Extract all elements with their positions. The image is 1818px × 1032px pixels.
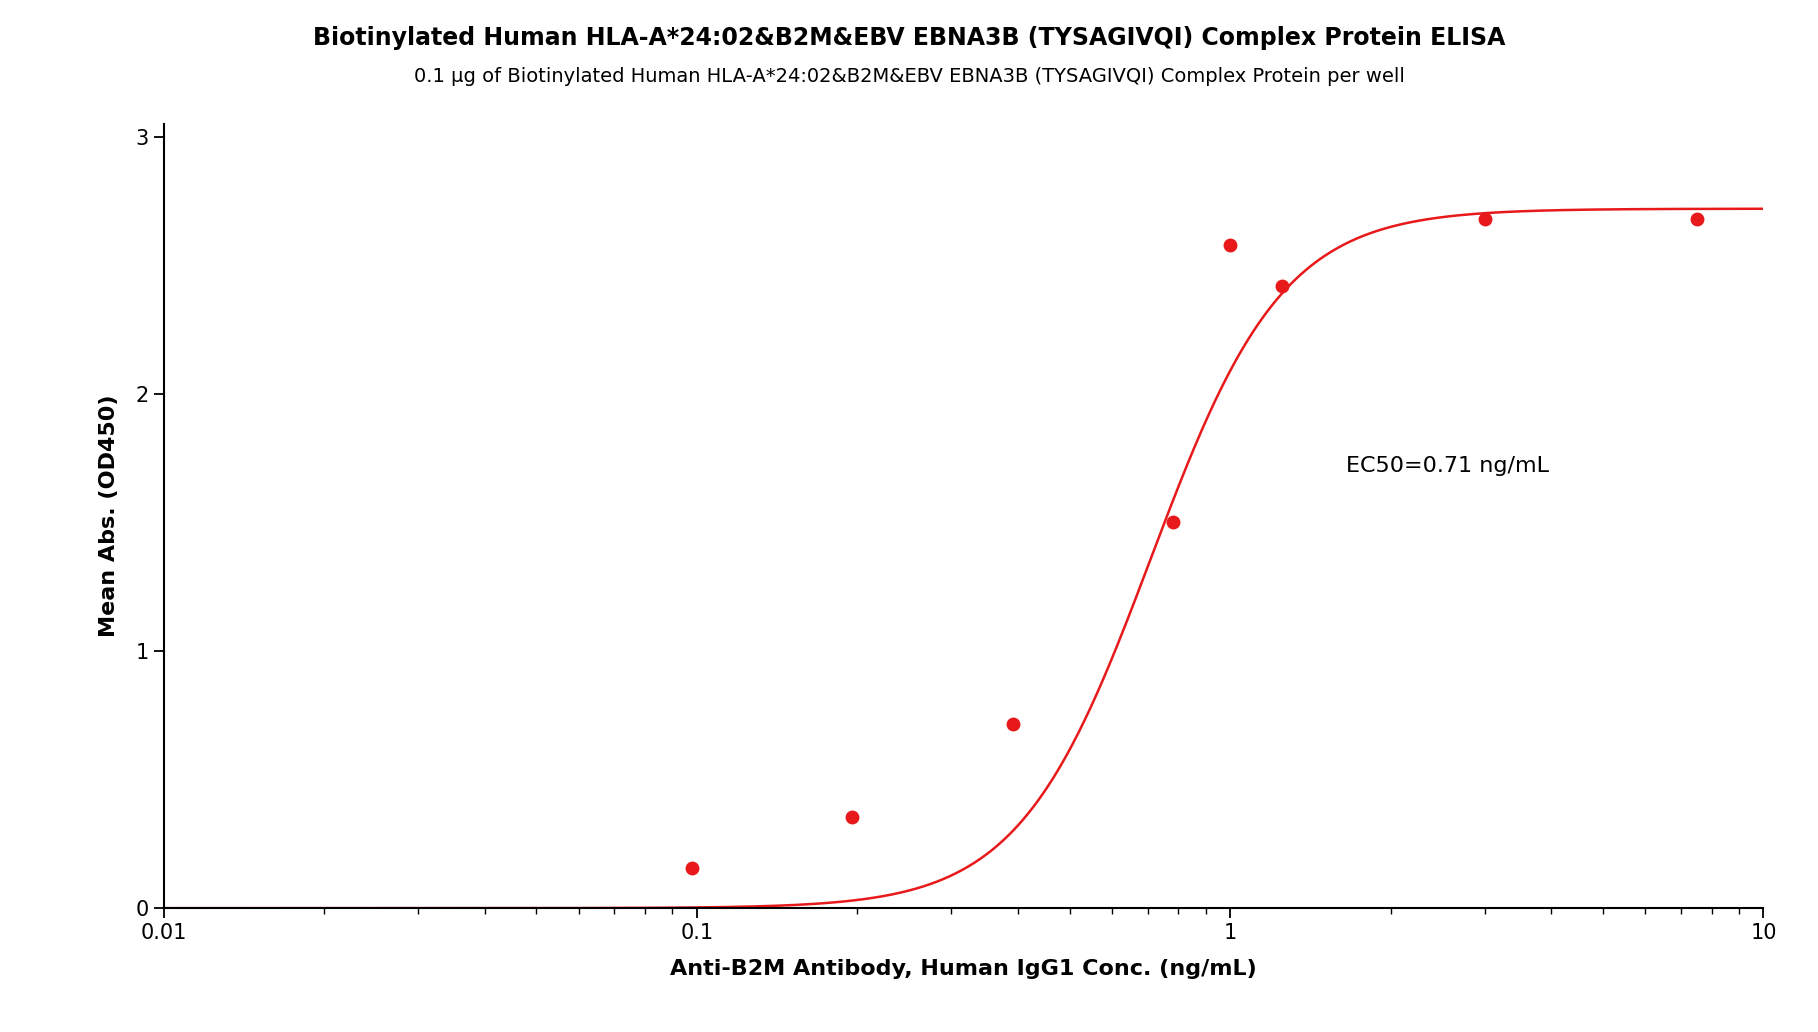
Point <box>1471 211 1500 227</box>
Point <box>678 860 707 876</box>
Text: EC50=0.71 ng/mL: EC50=0.71 ng/mL <box>1345 456 1549 476</box>
Point <box>836 809 865 826</box>
Point <box>1158 514 1187 530</box>
Text: 0.1 μg of Biotinylated Human HLA-A*24:02&B2M&EBV EBNA3B (TYSAGIVQI) Complex Prot: 0.1 μg of Biotinylated Human HLA-A*24:02… <box>413 67 1405 86</box>
Point <box>998 716 1027 733</box>
Point <box>1267 278 1296 294</box>
Text: Biotinylated Human HLA-A*24:02&B2M&EBV EBNA3B (TYSAGIVQI) Complex Protein ELISA: Biotinylated Human HLA-A*24:02&B2M&EBV E… <box>313 26 1505 50</box>
Point <box>1682 211 1711 227</box>
X-axis label: Anti-B2M Antibody, Human IgG1 Conc. (ng/mL): Anti-B2M Antibody, Human IgG1 Conc. (ng/… <box>671 960 1256 979</box>
Point <box>1216 236 1245 253</box>
Y-axis label: Mean Abs. (OD450): Mean Abs. (OD450) <box>100 395 120 637</box>
